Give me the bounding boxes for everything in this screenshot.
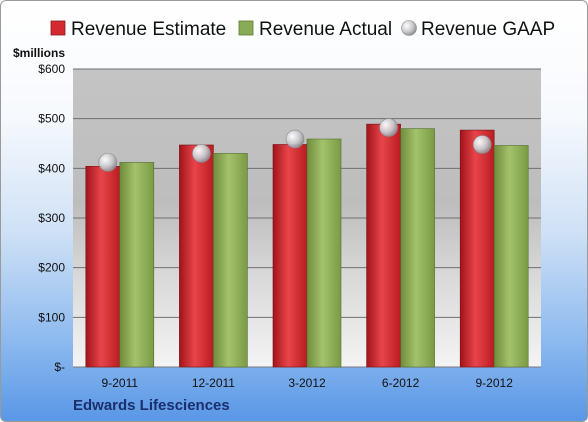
y-tick-label: $300 <box>38 211 65 225</box>
marker-revenue-gaap <box>98 153 118 172</box>
marker-revenue-gaap <box>472 135 492 154</box>
legend-swatch-estimate <box>50 20 66 36</box>
bar-revenue-estimate <box>179 144 214 368</box>
bar-revenue-estimate <box>459 129 495 368</box>
x-axis: 9-2011 12-2011 3-2012 6-2012 9-2012 <box>102 376 514 390</box>
bar-revenue-actual <box>306 138 342 368</box>
legend: Revenue Estimate Revenue Actual Revenue … <box>50 19 555 40</box>
bar-revenue-estimate <box>85 166 121 368</box>
y-tick-label: $- <box>54 360 65 374</box>
legend-label-actual: Revenue Actual <box>259 19 392 40</box>
bar-revenue-actual <box>493 145 529 368</box>
gaap-markers <box>98 118 492 172</box>
y-axis: $- $100 $200 $300 $400 $500 $600 <box>38 62 65 374</box>
marker-revenue-gaap <box>285 129 305 149</box>
bar-revenue-actual <box>400 128 435 368</box>
bar-revenue-estimate <box>366 123 401 368</box>
x-tick-label: 12-2011 <box>192 376 235 390</box>
y-tick-label: $500 <box>38 112 65 126</box>
y-tick-label: $100 <box>38 310 65 324</box>
marker-revenue-gaap <box>379 118 398 137</box>
legend-swatch-gaap <box>401 20 417 36</box>
bar-revenue-estimate <box>272 144 308 368</box>
bar-revenue-actual <box>213 153 248 368</box>
legend-label-gaap: Revenue GAAP <box>421 19 555 40</box>
x-tick-label: 3-2012 <box>288 376 326 390</box>
company-name: Edwards Lifesciences <box>73 397 230 414</box>
marker-revenue-gaap <box>192 144 211 163</box>
y-tick-label: $200 <box>38 261 65 275</box>
bar-revenue-actual <box>119 162 155 368</box>
x-tick-label: 9-2011 <box>102 376 139 390</box>
x-tick-label: 6-2012 <box>382 376 420 390</box>
legend-swatch-actual <box>238 20 254 36</box>
legend-label-estimate: Revenue Estimate <box>71 19 226 40</box>
x-tick-label: 9-2012 <box>476 376 514 390</box>
y-tick-label: $400 <box>38 161 65 175</box>
bars <box>85 123 529 368</box>
unit-label: $millions <box>13 46 65 60</box>
y-tick-label: $600 <box>38 62 65 76</box>
